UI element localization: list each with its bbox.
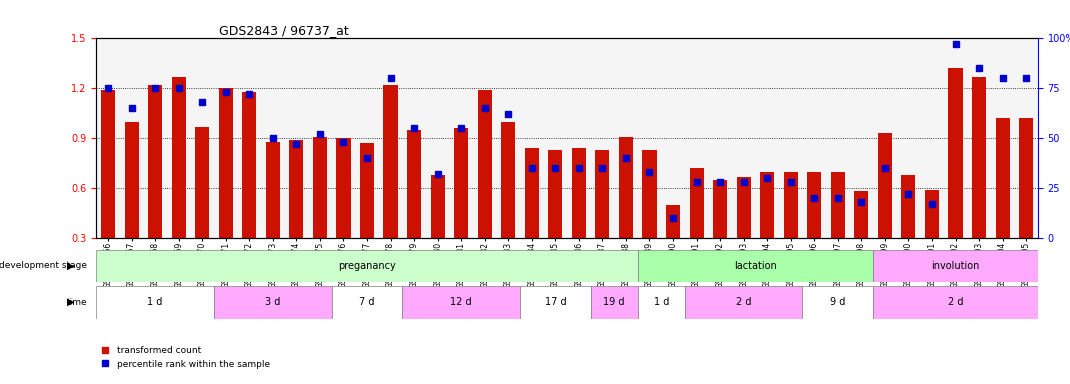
- Text: preganancy: preganancy: [338, 261, 396, 271]
- FancyBboxPatch shape: [638, 286, 685, 319]
- Bar: [101, 90, 116, 238]
- Bar: [242, 92, 257, 238]
- Bar: [736, 177, 751, 238]
- Text: 7 d: 7 d: [360, 297, 374, 308]
- Bar: [807, 172, 822, 238]
- Text: 17 d: 17 d: [545, 297, 566, 308]
- Text: 3 d: 3 d: [265, 297, 280, 308]
- Bar: [148, 85, 163, 238]
- Bar: [830, 172, 845, 238]
- Bar: [1019, 118, 1034, 238]
- Bar: [124, 122, 139, 238]
- Bar: [360, 143, 374, 238]
- FancyBboxPatch shape: [96, 250, 638, 282]
- Bar: [760, 172, 775, 238]
- Bar: [289, 140, 304, 238]
- Bar: [454, 128, 469, 238]
- Bar: [618, 137, 633, 238]
- FancyBboxPatch shape: [402, 286, 520, 319]
- Text: GDS2843 / 96737_at: GDS2843 / 96737_at: [218, 24, 349, 37]
- Text: time: time: [66, 298, 87, 307]
- Bar: [595, 150, 610, 238]
- Bar: [642, 150, 657, 238]
- Bar: [548, 150, 563, 238]
- FancyBboxPatch shape: [802, 286, 873, 319]
- Bar: [524, 148, 539, 238]
- Text: ▶: ▶: [67, 261, 75, 271]
- Bar: [477, 90, 492, 238]
- Bar: [995, 118, 1010, 238]
- Text: 1 d: 1 d: [148, 297, 163, 308]
- Text: 12 d: 12 d: [450, 297, 472, 308]
- Bar: [948, 68, 963, 238]
- Bar: [571, 148, 586, 238]
- Text: ▶: ▶: [67, 297, 75, 307]
- Text: 1 d: 1 d: [654, 297, 669, 308]
- Bar: [924, 190, 939, 238]
- Text: involution: involution: [931, 261, 980, 271]
- Legend: transformed count, percentile rank within the sample: transformed count, percentile rank withi…: [101, 346, 271, 369]
- Bar: [689, 168, 704, 238]
- FancyBboxPatch shape: [520, 286, 591, 319]
- Bar: [336, 138, 351, 238]
- Text: 9 d: 9 d: [830, 297, 845, 308]
- FancyBboxPatch shape: [638, 250, 873, 282]
- Bar: [877, 133, 892, 238]
- Bar: [430, 175, 445, 238]
- Bar: [383, 85, 398, 238]
- Bar: [407, 130, 422, 238]
- Bar: [312, 137, 327, 238]
- FancyBboxPatch shape: [591, 286, 638, 319]
- Bar: [501, 122, 516, 238]
- FancyBboxPatch shape: [685, 286, 802, 319]
- Text: development stage: development stage: [0, 262, 87, 270]
- FancyBboxPatch shape: [214, 286, 332, 319]
- Text: 2 d: 2 d: [736, 297, 751, 308]
- FancyBboxPatch shape: [96, 286, 214, 319]
- Bar: [901, 175, 916, 238]
- Bar: [218, 88, 233, 238]
- Text: 2 d: 2 d: [948, 297, 963, 308]
- Bar: [171, 77, 186, 238]
- FancyBboxPatch shape: [332, 286, 402, 319]
- Bar: [666, 205, 681, 238]
- Bar: [972, 77, 987, 238]
- Bar: [713, 180, 728, 238]
- FancyBboxPatch shape: [873, 250, 1038, 282]
- Text: lactation: lactation: [734, 261, 777, 271]
- Bar: [265, 142, 280, 238]
- Bar: [783, 172, 798, 238]
- Text: 19 d: 19 d: [603, 297, 625, 308]
- Bar: [195, 127, 210, 238]
- Bar: [854, 192, 869, 238]
- FancyBboxPatch shape: [873, 286, 1038, 319]
